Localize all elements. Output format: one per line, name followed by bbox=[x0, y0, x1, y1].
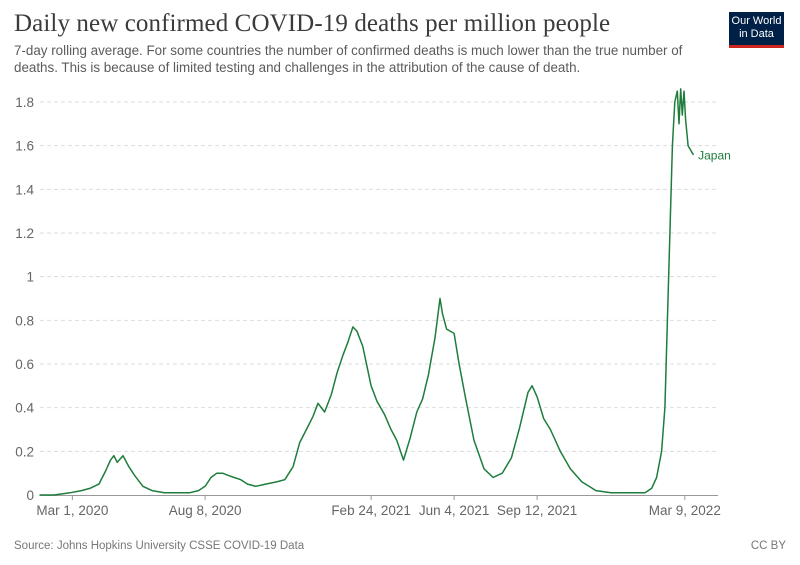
owid-logo[interactable]: Our World in Data bbox=[729, 12, 784, 48]
series-line-japan bbox=[39, 88, 694, 496]
x-tick-label: Sep 12, 2021 bbox=[497, 503, 577, 518]
y-tick-label: 1 bbox=[26, 270, 34, 285]
x-tick-label: Mar 1, 2020 bbox=[36, 503, 108, 518]
y-tick-label: 1.2 bbox=[15, 226, 34, 241]
y-tick-label: 1.4 bbox=[15, 182, 34, 197]
license-link[interactable]: CC BY bbox=[750, 540, 786, 552]
y-tick-label: 0.6 bbox=[15, 357, 34, 372]
y-tick-label: 0.8 bbox=[15, 313, 34, 328]
y-tick-label: 1.8 bbox=[15, 95, 34, 110]
y-tick-label: 0 bbox=[26, 488, 34, 503]
series-label-japan: Japan bbox=[698, 148, 731, 162]
x-tick-label: Jun 4, 2021 bbox=[419, 503, 490, 518]
chart-title: Daily new confirmed COVID-19 deaths per … bbox=[14, 10, 611, 37]
series-layer: Japan bbox=[39, 88, 731, 496]
x-tick-label: Feb 24, 2021 bbox=[331, 503, 411, 518]
source-note[interactable]: Source: Johns Hopkins University CSSE CO… bbox=[14, 540, 305, 552]
grid-layer bbox=[40, 101, 718, 452]
logo-line-2: in Data bbox=[739, 28, 774, 40]
y-tick-label: 0.4 bbox=[15, 401, 34, 416]
y-tick-label: 1.6 bbox=[15, 139, 34, 154]
x-tick-label: Mar 9, 2022 bbox=[649, 503, 721, 518]
y-tick-label: 0.2 bbox=[15, 444, 34, 459]
x-tick-label: Aug 8, 2020 bbox=[169, 503, 242, 518]
chart-subtitle: 7-day rolling average. For some countrie… bbox=[14, 43, 683, 75]
axis-layer: 0 0.2 0.4 0.6 0.8 1 1.2 1.4 1.6 1.8 Mar 1, 2020 Aug… bbox=[15, 95, 721, 518]
logo-line-1: Our World bbox=[731, 15, 782, 27]
